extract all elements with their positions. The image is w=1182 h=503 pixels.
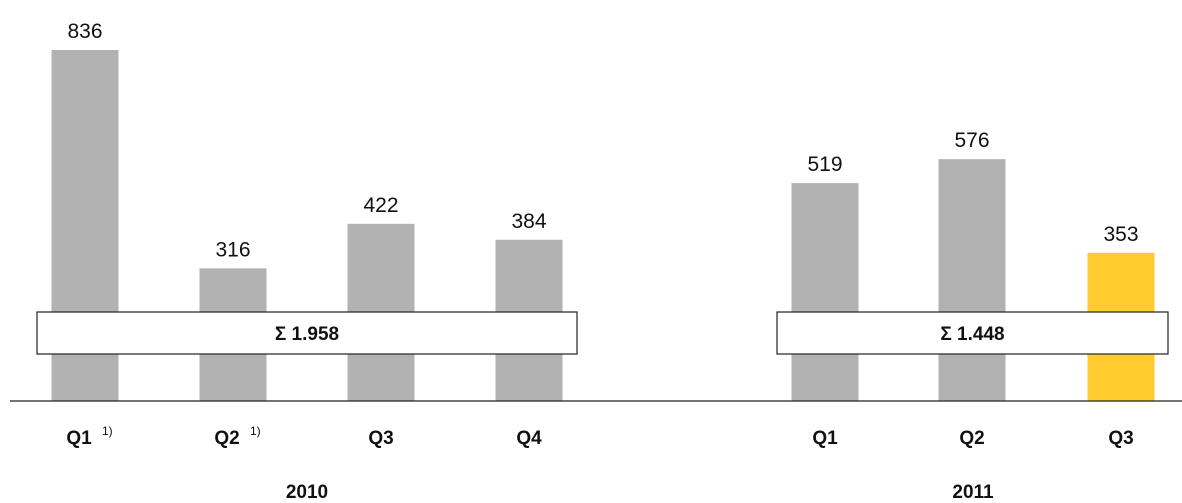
bar-2011-q1 xyxy=(791,183,859,401)
labels-layer: 836 Q1 1) 316 Q2 1) 422 Q3 384 Q4 2010 519 Q1 576 Q2 35… xyxy=(66,20,1138,503)
sum-boxes-layer: Σ 1.958 Σ 1.448 xyxy=(36,311,1169,355)
bar-2011-q2 xyxy=(938,159,1006,401)
footnote-marker-2010-q1: 1) xyxy=(102,424,113,438)
category-label-2011-q2: Q2 xyxy=(959,428,984,449)
value-label-2010-q1: 836 xyxy=(67,20,102,43)
sum-box-2011 xyxy=(776,311,1169,355)
value-label-2010-q2: 316 xyxy=(215,238,250,261)
sum-box-2010 xyxy=(36,311,578,355)
sum-label-2010: Σ 1.958 xyxy=(275,324,339,345)
bars-layer xyxy=(51,50,1155,401)
category-label-2010-q1: Q1 xyxy=(66,428,92,449)
value-label-2011-q2: 576 xyxy=(954,129,989,152)
footnote-marker-2010-q2: 1) xyxy=(250,424,261,438)
group-label-2010: 2010 xyxy=(286,482,328,503)
category-label-2010-q4: Q4 xyxy=(516,428,542,449)
value-label-2010-q3: 422 xyxy=(363,194,398,217)
category-label-2011-q1: Q1 xyxy=(812,428,838,449)
category-label-2011-q3: Q3 xyxy=(1108,428,1133,449)
value-label-2011-q1: 519 xyxy=(807,153,842,176)
value-label-2011-q3: 353 xyxy=(1103,223,1138,246)
value-label-2010-q4: 384 xyxy=(511,210,546,233)
group-label-2011: 2011 xyxy=(952,482,994,503)
sum-label-2011: Σ 1.448 xyxy=(940,324,1004,345)
category-label-2010-q2: Q2 xyxy=(214,428,239,449)
category-label-2010-q3: Q3 xyxy=(368,428,393,449)
